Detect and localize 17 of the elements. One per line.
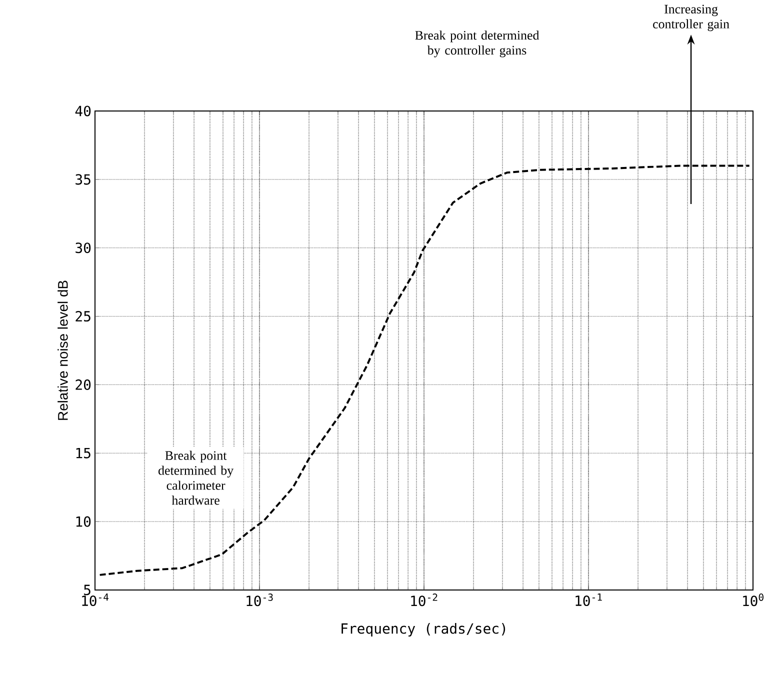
y-tick-label: 20 xyxy=(76,379,91,390)
text: Increasing controller gain xyxy=(653,4,730,32)
annotation: Break point determined by calorimeter hardware xyxy=(158,450,234,505)
y-tick-label: 30 xyxy=(76,242,91,254)
y-tick-label: 15 xyxy=(76,448,90,458)
x-tick-label: 10$^{0}$ xyxy=(743,594,764,606)
x-tick-label: 10$^{-3}$ xyxy=(246,594,273,606)
x-tick-label: 10$^{-2}$ xyxy=(411,594,438,606)
y-tick-label: 40 xyxy=(75,106,91,116)
y-tick-label: 10 xyxy=(76,516,91,527)
y-tick-label: 5 xyxy=(84,584,90,596)
x-axis-title: Frequency (rads/sec) xyxy=(342,623,506,637)
x-tick-label: 10$^{-1}$ xyxy=(576,594,602,606)
y-axis-title: Relative noise level dB xyxy=(58,280,68,420)
text: Break point determined by controller gains xyxy=(415,30,540,58)
y-tick-label: 25 xyxy=(76,311,90,322)
y-tick-label: 35 xyxy=(76,174,90,185)
